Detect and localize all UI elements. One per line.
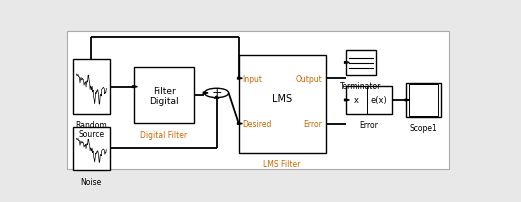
Bar bbox=[239, 55, 326, 153]
Text: Error: Error bbox=[359, 121, 378, 130]
Bar bbox=[134, 68, 194, 124]
Circle shape bbox=[204, 89, 229, 98]
Polygon shape bbox=[405, 100, 410, 101]
Bar bbox=[67, 32, 449, 169]
Text: Random: Random bbox=[76, 121, 107, 130]
Bar bbox=[346, 86, 392, 115]
Polygon shape bbox=[344, 100, 350, 101]
Text: Terminator: Terminator bbox=[340, 82, 381, 91]
Polygon shape bbox=[238, 78, 242, 80]
Polygon shape bbox=[203, 93, 208, 94]
Text: Source: Source bbox=[78, 129, 104, 138]
Bar bbox=[409, 85, 438, 116]
Text: e(x): e(x) bbox=[371, 96, 388, 105]
Text: Input: Input bbox=[242, 74, 262, 83]
Text: x: x bbox=[353, 96, 358, 105]
Text: Noise: Noise bbox=[81, 177, 102, 186]
Polygon shape bbox=[214, 97, 219, 99]
Polygon shape bbox=[344, 62, 350, 64]
Text: Digital Filter: Digital Filter bbox=[141, 130, 188, 139]
Bar bbox=[406, 83, 441, 118]
Text: Error: Error bbox=[303, 119, 322, 128]
Text: Scope1: Scope1 bbox=[410, 124, 437, 133]
Bar bbox=[73, 127, 109, 170]
Text: LMS Filter: LMS Filter bbox=[264, 160, 301, 168]
Bar bbox=[346, 51, 376, 76]
Text: Digital: Digital bbox=[149, 96, 179, 105]
Text: Output: Output bbox=[295, 74, 322, 83]
Polygon shape bbox=[238, 123, 242, 125]
Bar bbox=[73, 60, 109, 115]
Text: Desired: Desired bbox=[242, 119, 271, 128]
Polygon shape bbox=[132, 86, 138, 88]
Text: +: + bbox=[211, 86, 222, 99]
Text: LMS: LMS bbox=[272, 93, 292, 103]
Text: Filter: Filter bbox=[153, 86, 176, 95]
